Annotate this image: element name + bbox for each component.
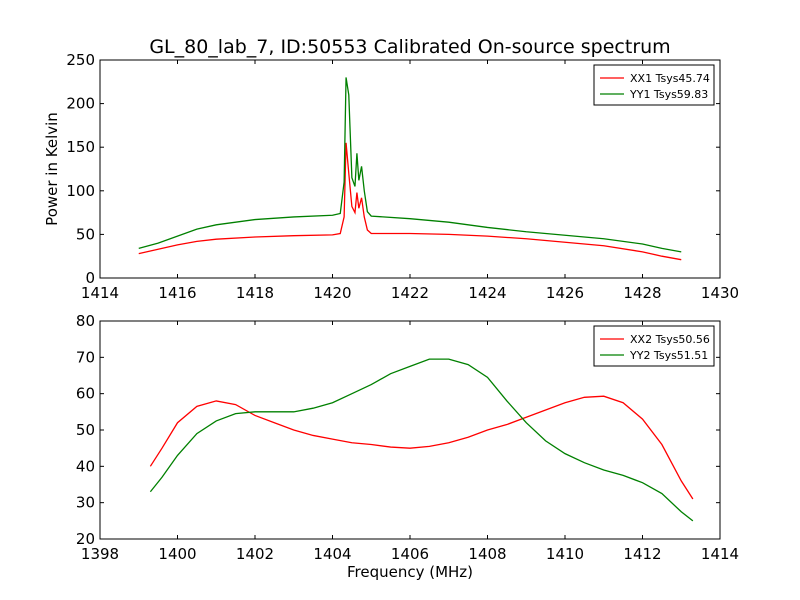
legend-box — [593, 325, 715, 367]
x-tick-label: 1416 — [158, 284, 196, 302]
x-tick-label: 1424 — [468, 284, 506, 302]
x-tick-label: 1414 — [81, 284, 119, 302]
series-line-2 — [149, 358, 694, 522]
x-tick-label: 1418 — [236, 284, 274, 302]
x-axis-label: Frequency (MHz) — [347, 563, 473, 581]
y-tick-label: 50 — [76, 225, 95, 243]
y-tick-label: 100 — [66, 182, 95, 200]
y-tick-label: 80 — [76, 312, 95, 330]
legend-box — [593, 64, 715, 106]
y-tick-label: 30 — [76, 494, 95, 512]
x-tick-label: 1430 — [701, 284, 739, 302]
x-tick-label: 1398 — [81, 545, 119, 563]
y-tick-label: 70 — [76, 348, 95, 366]
x-tick-label: 1406 — [391, 545, 429, 563]
x-tick-label: 1408 — [468, 545, 506, 563]
y-tick-label: 200 — [66, 95, 95, 113]
x-tick-label: 1402 — [236, 545, 274, 563]
y-tick-label: 150 — [66, 138, 95, 156]
x-tick-label: 1412 — [623, 545, 661, 563]
y-tick-label: 60 — [76, 385, 95, 403]
series-line-2 — [138, 77, 682, 253]
y-tick-label: 20 — [76, 530, 95, 548]
y-tick-label: 250 — [66, 51, 95, 69]
y-tick-label: 40 — [76, 457, 95, 475]
x-tick-label: 1420 — [313, 284, 351, 302]
x-tick-label: 1400 — [158, 545, 196, 563]
x-tick-label: 1426 — [546, 284, 584, 302]
x-tick-label: 1422 — [391, 284, 429, 302]
x-tick-label: 1428 — [623, 284, 661, 302]
chart-title: GL_80_lab_7, ID:50553 Calibrated On-sour… — [149, 36, 670, 58]
series-line-1 — [138, 142, 682, 261]
y-tick-label: 0 — [85, 269, 95, 287]
legend-label: YY2 Tsys51.51 — [629, 349, 708, 362]
y-axis-label: Power in Kelvin — [43, 112, 61, 226]
x-tick-label: 1404 — [313, 545, 351, 563]
top-plot: 1414 1416 1418 1420 1422 1424 1426 1428 1430 0 50 1… — [43, 51, 739, 302]
x-tick-label: 1410 — [546, 545, 584, 563]
legend-label: XX1 Tsys45.74 — [630, 72, 710, 85]
series-line-1 — [149, 395, 694, 500]
x-tick-label: 1414 — [701, 545, 739, 563]
legend-label: YY1 Tsys59.83 — [629, 88, 708, 101]
y-tick-label: 50 — [76, 421, 95, 439]
bottom-plot: 1398 1400 1402 1404 1406 1408 1410 1412 1414 20 30… — [76, 312, 739, 581]
legend-label: XX2 Tsys50.56 — [630, 333, 710, 346]
